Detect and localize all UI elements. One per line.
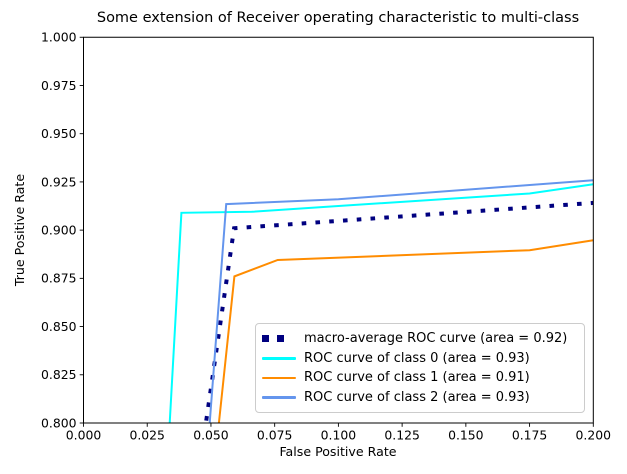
legend-label-macro-average: macro-average ROC curve (area = 0.92): [304, 331, 568, 347]
legend-label-class-2: ROC curve of class 2 (area = 0.93): [304, 389, 530, 405]
class-1-line-swatch: [262, 376, 296, 379]
y-tick-label: 0.800: [41, 415, 77, 430]
legend-item-class-2: ROC curve of class 2 (area = 0.93): [262, 388, 576, 406]
x-tick-label: 0.150: [448, 428, 484, 443]
x-tick-label: 0.175: [512, 428, 547, 443]
legend-item-class-1: ROC curve of class 1 (area = 0.91): [262, 369, 576, 387]
curves-layer: [168, 179, 594, 423]
legend-item-class-0: ROC curve of class 0 (area = 0.93): [262, 349, 576, 367]
class-2-line-swatch: [262, 396, 296, 399]
x-tick-label: 0.200: [576, 428, 612, 443]
legend-label-class-1: ROC curve of class 1 (area = 0.91): [304, 370, 530, 386]
y-axis-label: True Positive Rate: [12, 174, 27, 287]
y-tick-label: 0.975: [41, 78, 76, 93]
roc-curve-class-1: [217, 239, 594, 423]
y-tick-label: 1.000: [41, 30, 77, 45]
x-tick-label: 0.125: [384, 428, 419, 443]
x-tick-label: 0.075: [257, 428, 292, 443]
class-0-line-swatch: [262, 357, 296, 360]
legend-label-class-0: ROC curve of class 0 (area = 0.93): [304, 350, 530, 366]
y-tick-label: 0.875: [41, 271, 76, 286]
roc-curve-class-2: [208, 179, 594, 423]
x-tick-label: 0.050: [193, 428, 229, 443]
y-tick-label: 0.825: [41, 367, 76, 382]
x-tick-label: 0.025: [129, 428, 164, 443]
roc-curve-class-0: [168, 183, 594, 423]
axes-ticks-layer: 0.000 0.025 0.050 0.075 0.100 0.125 0.150 0.175…: [41, 30, 611, 443]
legend-item-macro-average: macro-average ROC curve (area = 0.92): [262, 330, 576, 348]
x-axis-label: False Positive Rate: [279, 444, 396, 459]
y-tick-label: 0.900: [41, 223, 77, 238]
macro-average-line-swatch: [262, 335, 296, 343]
chart-title: Some extension of Receiver operating cha…: [97, 10, 579, 26]
y-tick-label: 0.925: [41, 174, 76, 189]
roc-curve-macro-average: [203, 200, 594, 423]
legend: macro-average ROC curve (area = 0.92) RO…: [255, 323, 585, 413]
y-tick-label: 0.850: [41, 319, 77, 334]
y-tick-label: 0.950: [41, 126, 77, 141]
x-tick-label: 0.000: [66, 428, 102, 443]
x-tick-label: 0.100: [321, 428, 357, 443]
